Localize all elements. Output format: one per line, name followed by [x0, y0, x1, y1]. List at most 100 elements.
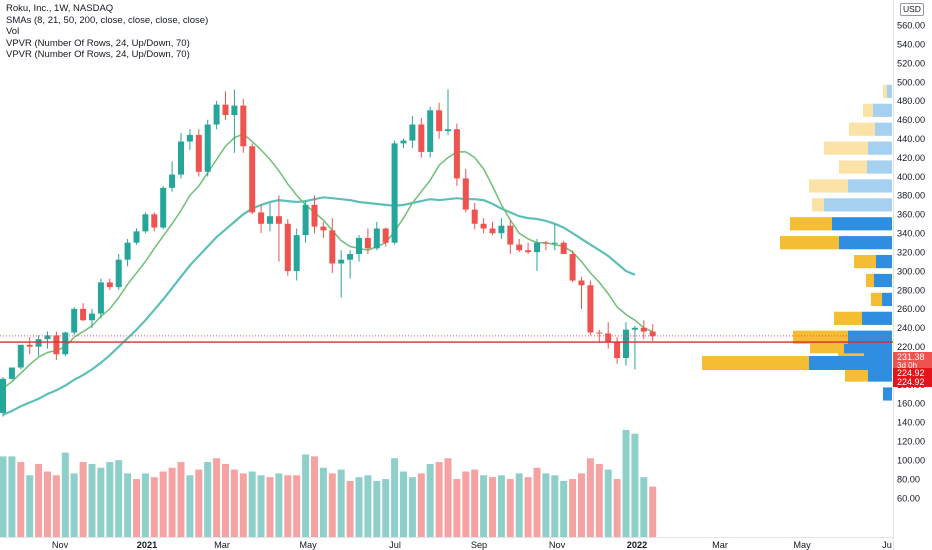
candle-body — [489, 228, 496, 234]
vp-up-bar — [832, 217, 892, 231]
volume-bar — [239, 473, 247, 537]
vp-down-bar — [883, 84, 887, 99]
candle-body — [222, 104, 229, 116]
volume-bar — [471, 469, 479, 537]
volume-bar — [578, 473, 585, 537]
volume-bar — [622, 429, 630, 537]
time-axis[interactable]: Nov 2021 Mar May Jul Sep Nov 2022 Mar May Ju — [52, 540, 892, 550]
candle-body — [115, 259, 122, 288]
vp-up-bar — [875, 122, 892, 136]
vp-up-bar — [848, 179, 892, 193]
last-price-tag: 231.38 — [893, 352, 932, 362]
candle-body — [53, 335, 60, 355]
candle-body — [382, 228, 389, 243]
candle-body — [0, 378, 6, 413]
volume-bar — [8, 456, 16, 537]
candle-body — [418, 124, 425, 152]
candle-body — [71, 308, 78, 333]
volume-bar — [595, 463, 603, 537]
candle-body — [569, 254, 576, 281]
volume-bar — [213, 458, 221, 537]
candle-body — [275, 216, 282, 224]
volume-bar — [0, 456, 7, 537]
candle-body — [249, 146, 256, 213]
symbol-title[interactable]: Roku, Inc., 1W, NASDAQ — [6, 3, 114, 14]
candle-body — [596, 332, 603, 334]
vpvr-indicator-label-2[interactable]: VPVR (Number Of Rows, 24, Up/Down, 70) — [6, 49, 190, 61]
volume-bar — [124, 473, 132, 537]
volume-bar — [284, 475, 292, 537]
volume-bar — [346, 480, 354, 537]
volume-bar — [26, 475, 34, 537]
price-tick-label: 560.00 — [897, 21, 925, 31]
volume-bar — [150, 477, 158, 537]
sma-indicator-label[interactable]: SMAs (8, 21, 50, 200, close, close, clos… — [6, 14, 209, 26]
volume-bar — [106, 462, 114, 537]
candle-body — [551, 242, 558, 244]
moving-averages — [2, 133, 653, 416]
volume-bar — [649, 486, 657, 537]
vp-down-bar — [780, 236, 839, 250]
candle-body — [614, 341, 621, 359]
volume-bar — [426, 463, 434, 537]
volume-bar — [533, 467, 541, 537]
candle-body — [293, 235, 300, 272]
candle-body — [516, 244, 523, 251]
vp-down-bar — [849, 122, 875, 136]
candle-body — [151, 214, 158, 228]
price-tick-label: 480.00 — [897, 96, 925, 106]
candle-body — [631, 327, 638, 330]
vpvr-indicator-label[interactable]: VPVR (Number Of Rows, 24, Up/Down, 70) — [6, 37, 190, 49]
candle-body — [605, 333, 612, 342]
candle-body — [364, 237, 371, 249]
volume-bar — [97, 467, 105, 537]
price-axis[interactable]: 60.0080.00100.00120.00140.00160.00180.00… — [897, 21, 925, 504]
candle-body — [80, 308, 87, 321]
volume-bar — [257, 475, 265, 537]
candle-body — [311, 204, 318, 227]
candle-body — [267, 216, 273, 224]
candle-body — [356, 237, 362, 255]
sma-21-line — [2, 196, 636, 416]
vp-up-bar — [867, 160, 892, 174]
volume-bar — [524, 477, 532, 537]
vp-up-bar — [868, 141, 892, 155]
candle-body — [195, 134, 202, 172]
candle-body — [284, 223, 291, 272]
candle-body — [427, 110, 434, 152]
currency-label[interactable]: USD — [900, 3, 924, 16]
volume-bar — [186, 475, 194, 537]
vp-down-bar — [812, 198, 824, 212]
candle-body — [391, 143, 398, 243]
vp-up-bar — [887, 84, 892, 99]
vp-down-bar — [866, 273, 874, 288]
candle-body — [471, 209, 478, 224]
volume-bar — [266, 477, 274, 537]
volume-indicator-label[interactable]: Vol — [6, 26, 20, 38]
volume-bar — [560, 480, 568, 537]
horizontal-line-price-tag-2: 224.92 — [893, 377, 932, 387]
price-tick-label: 500.00 — [897, 77, 925, 87]
time-tick-label: Ju — [882, 540, 892, 550]
price-tick-label: 380.00 — [897, 191, 925, 201]
candle-body — [231, 105, 238, 116]
time-tick-label: Mar — [214, 540, 230, 550]
price-tick-label: 460.00 — [897, 115, 925, 125]
volume-bar — [586, 458, 594, 537]
vp-up-bar — [874, 273, 892, 288]
volume-bar — [17, 462, 25, 537]
time-tick-label: May — [299, 540, 317, 550]
price-tick-label: 320.00 — [897, 247, 925, 257]
price-tick-label: 240.00 — [897, 323, 925, 333]
price-tick-label: 540.00 — [897, 39, 925, 49]
volume-bar — [302, 454, 310, 537]
volume-bar — [551, 475, 559, 537]
candle-body — [178, 141, 184, 175]
candle-body — [480, 223, 487, 229]
volume-bar — [35, 463, 43, 537]
candle-body — [204, 124, 211, 172]
price-tick-label: 220.00 — [897, 342, 925, 352]
volume-bar — [417, 473, 425, 537]
bar-countdown-tag: 3d 0h — [893, 361, 932, 371]
